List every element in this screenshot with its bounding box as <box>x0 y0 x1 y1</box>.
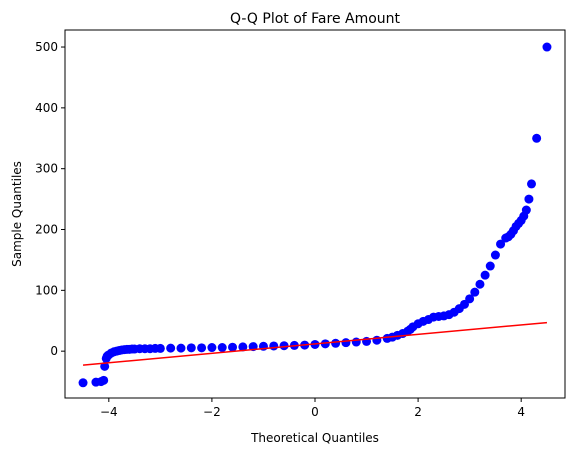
y-tick-label: 300 <box>35 162 58 176</box>
x-tick-label: 4 <box>517 405 525 419</box>
y-tick-label: 500 <box>35 40 58 54</box>
data-point <box>351 337 361 347</box>
data-point <box>521 205 531 215</box>
y-axis-label: Sample Quantiles <box>10 161 24 267</box>
x-axis-ticks: −4 −2 0 2 4 <box>100 398 525 419</box>
data-point <box>470 287 480 297</box>
data-point <box>372 335 382 345</box>
data-point <box>496 239 506 249</box>
reference-line <box>82 321 548 366</box>
data-point <box>99 375 109 385</box>
y-tick-label: 100 <box>35 283 58 297</box>
data-point <box>465 294 475 304</box>
y-axis-ticks: 0 100 200 300 400 500 <box>35 40 65 358</box>
data-point <box>197 343 207 353</box>
data-point <box>341 338 351 348</box>
data-point <box>480 270 490 280</box>
data-point <box>485 261 495 271</box>
y-tick-label: 400 <box>35 101 58 115</box>
data-point <box>166 343 176 353</box>
data-point <box>207 343 217 353</box>
data-point <box>279 341 289 351</box>
data-point <box>490 250 500 260</box>
data-point <box>228 342 238 352</box>
data-point <box>475 279 485 289</box>
x-tick-label: −2 <box>203 405 221 419</box>
x-tick-label: −4 <box>100 405 118 419</box>
data-point <box>526 179 536 189</box>
data-point <box>331 338 341 348</box>
data-point <box>238 342 248 352</box>
data-point <box>186 343 196 353</box>
data-point <box>217 343 227 353</box>
data-point <box>78 378 88 388</box>
reference-line-group <box>82 321 548 366</box>
data-points <box>78 42 552 388</box>
data-point <box>320 339 330 349</box>
data-point <box>269 341 279 351</box>
x-tick-label: 0 <box>311 405 319 419</box>
data-point <box>532 133 542 143</box>
data-point <box>542 42 552 52</box>
x-tick-label: 2 <box>414 405 422 419</box>
data-point <box>176 343 186 353</box>
data-point <box>524 194 534 204</box>
y-tick-label: 0 <box>50 344 58 358</box>
chart-title: Q-Q Plot of Fare Amount <box>230 11 401 27</box>
y-tick-label: 200 <box>35 223 58 237</box>
data-point <box>155 343 165 353</box>
x-axis-label: Theoretical Quantiles <box>250 431 379 445</box>
